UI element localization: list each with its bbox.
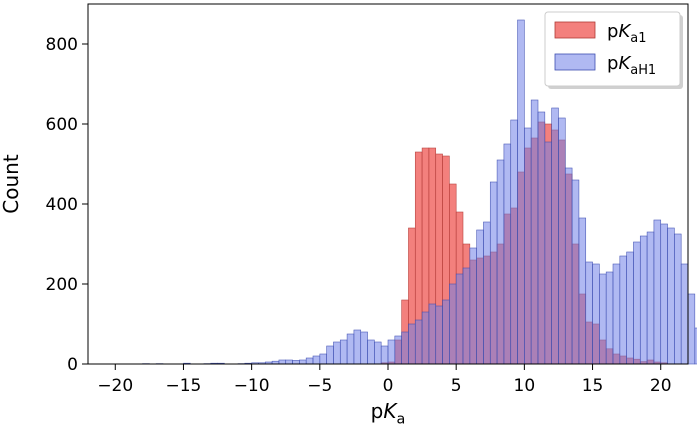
bar [660,223,668,365]
bar [353,329,362,365]
bar [299,359,307,365]
bar [428,303,437,365]
y-tick-label: 800 [46,35,78,55]
bar [633,241,641,365]
bar [558,117,566,365]
legend-swatch [554,21,596,39]
bar [469,247,477,365]
x-tick-label: −20 [97,376,133,396]
legend: pKa1 pKaH1 [544,11,683,89]
bar [612,263,621,365]
y-tick-label: 600 [46,115,78,135]
x-axis-ticks: −20 −15 −10 −5 0 5 10 15 20 [97,364,672,396]
bar [524,127,532,365]
bar [667,227,675,365]
bar [455,273,464,365]
bar [599,273,607,365]
y-tick-label: 200 [46,275,78,295]
x-axis-label: pKa [371,399,406,428]
legend-swatch [554,53,596,71]
bar [646,231,655,365]
bar [605,271,614,365]
bar [687,293,696,365]
bar [414,319,423,365]
bar [592,263,600,365]
bar [578,217,587,365]
bar [435,305,443,365]
bar [585,261,593,365]
bar [367,339,375,365]
x-tick-label: −10 [234,376,270,396]
series-pKaH1 [142,19,697,365]
y-tick-label: 0 [67,355,78,375]
x-tick-label: 10 [514,376,536,396]
bar [387,339,396,365]
bar [653,219,662,365]
bar [551,107,559,365]
bar [408,323,416,365]
bar [503,143,512,365]
x-tick-label: 20 [650,376,672,396]
x-tick-label: 5 [451,376,462,396]
legend-label: pKa1 [607,21,646,46]
bar [305,357,314,365]
y-tick-label: 400 [46,195,78,215]
bar [285,359,293,365]
bar [449,283,457,365]
x-tick-label: −5 [307,376,332,396]
bar [489,181,498,365]
bar [339,339,348,365]
bar [564,167,573,365]
bar [483,221,491,365]
bar [462,267,471,365]
bar [571,179,580,365]
bar [510,119,518,365]
bar [278,359,287,365]
y-axis-label: Count [0,154,23,214]
bar [694,327,697,365]
histogram-bars [142,19,697,365]
bar [517,19,525,365]
bar [374,341,382,365]
bar [680,263,689,365]
bar [639,235,648,365]
bar [442,299,450,365]
bar [496,159,505,365]
bar [421,311,430,365]
bar [674,233,682,365]
bar [530,99,539,365]
bar [394,335,402,365]
bar [360,331,368,365]
y-axis-ticks: 0 200 400 600 800 [46,35,88,375]
bar [312,355,321,365]
legend-label: pKaH1 [607,53,656,78]
bar [544,141,552,365]
bar [333,341,341,365]
bar [326,345,334,365]
bar [626,251,634,365]
bar [346,333,355,365]
bar [619,255,627,365]
bar [401,331,409,365]
bar [380,345,389,365]
x-tick-label: 15 [582,376,604,396]
bar [292,360,300,365]
x-tick-label: −15 [166,376,202,396]
x-tick-label: 0 [383,376,394,396]
bar [537,111,546,365]
bar [319,353,327,365]
bar [476,229,484,365]
